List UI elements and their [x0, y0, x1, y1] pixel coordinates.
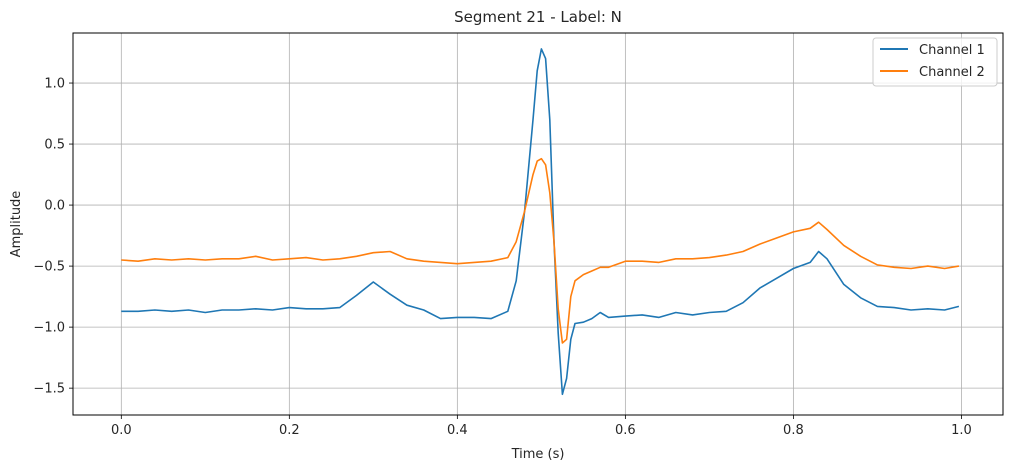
legend: Channel 1 Channel 2 — [872, 37, 998, 87]
plot-frame — [72, 32, 1004, 416]
x-tick-label: 1.0 — [951, 423, 972, 438]
legend-label-channel-1: Channel 1 — [919, 43, 985, 58]
x-tick-label: 0.2 — [279, 423, 300, 438]
y-tick-label: 0.0 — [44, 199, 65, 214]
series-line-channel-2 — [121, 157, 960, 344]
chart-title: Segment 21 - Label: N — [454, 8, 622, 26]
x-tick-label: 0.0 — [111, 423, 132, 438]
y-tick-label: 1.0 — [44, 77, 65, 92]
legend-label-channel-2: Channel 2 — [919, 65, 985, 80]
plot-area — [121, 48, 960, 396]
ticks: 0.0 0.2 0.4 0.6 0.8 1.0 −1.5 −1.0 −0.5 0.0 0.5 1.0 — [33, 77, 971, 438]
x-axis-label: Time (s) — [511, 447, 565, 462]
x-tick-label: 0.6 — [615, 423, 636, 438]
y-tick-label: 0.5 — [44, 138, 65, 153]
y-tick-label: −1.0 — [33, 321, 65, 336]
y-tick-label: −1.5 — [33, 382, 65, 397]
y-axis-label: Amplitude — [9, 191, 24, 258]
x-tick-label: 0.8 — [783, 423, 804, 438]
grid — [73, 33, 1003, 415]
x-tick-label: 0.4 — [447, 423, 468, 438]
y-tick-label: −0.5 — [33, 260, 65, 275]
